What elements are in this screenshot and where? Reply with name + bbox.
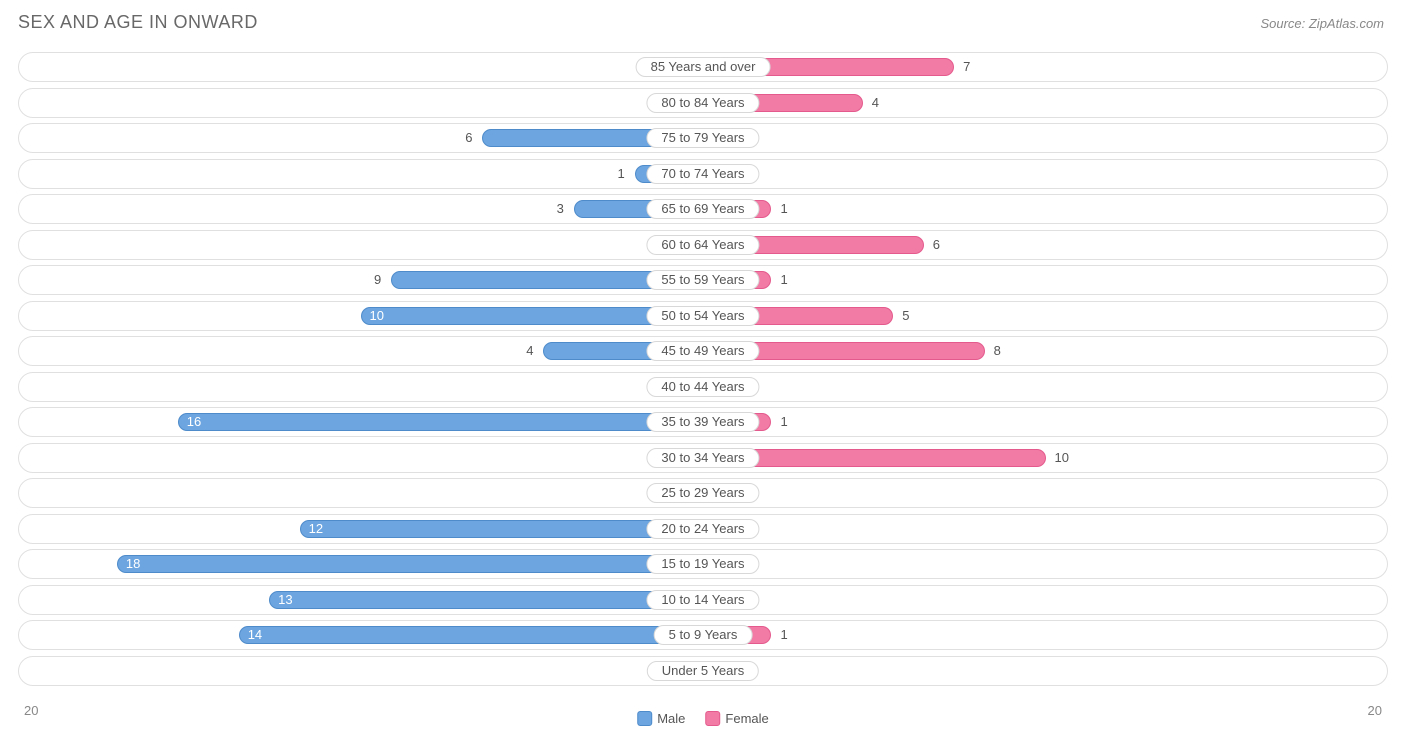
- age-group-label: 20 to 24 Years: [646, 519, 759, 539]
- axis-max-right: 20: [1368, 703, 1382, 718]
- age-row: 10 to 14 Years130: [18, 585, 1388, 615]
- age-row: 5 to 9 Years 14 1: [18, 620, 1388, 650]
- female-value: 1: [780, 272, 787, 287]
- legend-male-label: Male: [657, 711, 685, 726]
- female-value: 6: [933, 237, 940, 252]
- age-group-label: 60 to 64 Years: [646, 235, 759, 255]
- age-row: 80 to 84 Years04: [18, 88, 1388, 118]
- male-value: 13: [278, 592, 292, 607]
- age-group-label: 40 to 44 Years: [646, 377, 759, 397]
- male-value: 14: [248, 627, 262, 642]
- source-attribution: Source: ZipAtlas.com: [1260, 16, 1384, 31]
- age-row: 35 to 39 Years 16 1: [18, 407, 1388, 437]
- female-value: 8: [994, 343, 1001, 358]
- age-group-label: 80 to 84 Years: [646, 93, 759, 113]
- male-value: 9: [374, 272, 381, 287]
- age-group-label: 15 to 19 Years: [646, 554, 759, 574]
- age-group-label: 55 to 59 Years: [646, 270, 759, 290]
- age-group-label: 65 to 69 Years: [646, 199, 759, 219]
- male-swatch: [637, 711, 652, 726]
- male-value: 18: [126, 556, 140, 571]
- age-row: 55 to 59 Years 9 1: [18, 265, 1388, 295]
- male-value: 1: [618, 166, 625, 181]
- legend-female: Female: [705, 711, 768, 726]
- age-group-label: 10 to 14 Years: [646, 590, 759, 610]
- age-row: 75 to 79 Years60: [18, 123, 1388, 153]
- chart-title: SEX AND AGE IN ONWARD: [18, 12, 258, 33]
- female-value: 1: [780, 201, 787, 216]
- age-group-label: 35 to 39 Years: [646, 412, 759, 432]
- female-value: 1: [780, 414, 787, 429]
- age-row: 65 to 69 Years 3 1: [18, 194, 1388, 224]
- female-value: 4: [872, 95, 879, 110]
- male-value: 12: [309, 521, 323, 536]
- age-row: 25 to 29 Years00: [18, 478, 1388, 508]
- female-swatch: [705, 711, 720, 726]
- age-row: 30 to 34 Years010: [18, 443, 1388, 473]
- age-group-label: 45 to 49 Years: [646, 341, 759, 361]
- male-value: 6: [465, 130, 472, 145]
- age-group-label: 25 to 29 Years: [646, 483, 759, 503]
- male-value: 4: [526, 343, 533, 358]
- female-value: 5: [902, 308, 909, 323]
- male-value: 16: [187, 414, 201, 429]
- age-row: Under 5 Years00: [18, 656, 1388, 686]
- age-row: 15 to 19 Years180: [18, 549, 1388, 579]
- age-group-label: 30 to 34 Years: [646, 448, 759, 468]
- age-group-label: 50 to 54 Years: [646, 306, 759, 326]
- legend-female-label: Female: [725, 711, 768, 726]
- female-value: 7: [963, 59, 970, 74]
- male-value: 3: [557, 201, 564, 216]
- axis-max-left: 20: [24, 703, 38, 718]
- age-row: 40 to 44 Years00: [18, 372, 1388, 402]
- female-value: 10: [1055, 450, 1069, 465]
- age-row: 50 to 54 Years 10 5: [18, 301, 1388, 331]
- age-group-label: 70 to 74 Years: [646, 164, 759, 184]
- age-group-label: 75 to 79 Years: [646, 128, 759, 148]
- age-row: 85 Years and over07: [18, 52, 1388, 82]
- age-row: 20 to 24 Years120: [18, 514, 1388, 544]
- population-pyramid-chart: 85 Years and over0780 to 84 Years0475 to…: [18, 52, 1388, 700]
- age-row: 45 to 49 Years 4 8: [18, 336, 1388, 366]
- female-value: 1: [780, 627, 787, 642]
- age-group-label: 85 Years and over: [636, 57, 771, 77]
- age-group-label: 5 to 9 Years: [654, 625, 753, 645]
- age-row: 70 to 74 Years10: [18, 159, 1388, 189]
- legend-male: Male: [637, 711, 685, 726]
- age-group-label: Under 5 Years: [647, 661, 759, 681]
- male-value: 10: [370, 308, 384, 323]
- legend: Male Female: [637, 711, 769, 726]
- age-row: 60 to 64 Years06: [18, 230, 1388, 260]
